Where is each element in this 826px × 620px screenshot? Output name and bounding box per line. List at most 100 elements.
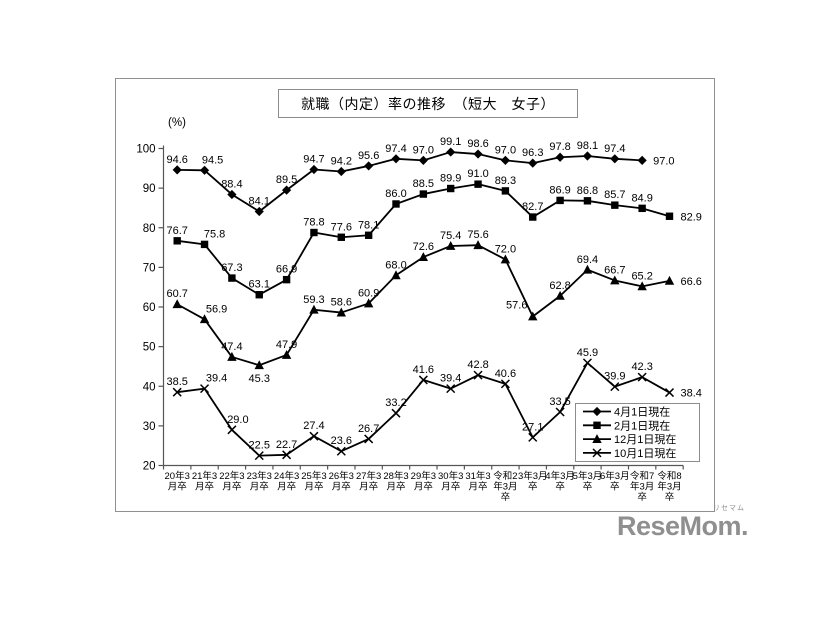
- data-point-triangle-icon: [418, 252, 429, 261]
- data-point-square-icon: [282, 275, 291, 284]
- x-category-label: 21年3 月卒: [192, 470, 217, 493]
- x-category-label: 25年3 月卒: [301, 470, 326, 493]
- data-point-x-icon: [227, 425, 237, 435]
- data-point-x-icon: [172, 387, 182, 397]
- x-category-label: 22年3 月卒: [219, 470, 244, 493]
- data-point-x-icon: [336, 446, 346, 456]
- data-point-label: 95.6: [358, 150, 379, 162]
- data-point-square-icon: [474, 180, 482, 188]
- data-point-square-icon: [310, 228, 318, 237]
- data-point-triangle-icon: [363, 298, 374, 308]
- data-point-label: 41.6: [413, 364, 434, 376]
- series-line-diamond: [177, 151, 643, 213]
- data-point-label: 97.0: [495, 144, 516, 156]
- data-point-diamond-icon: [364, 161, 374, 171]
- y-axis-tick-label: 90: [143, 183, 156, 195]
- data-point-triangle-icon: [336, 307, 346, 317]
- x-category-label: 4年3月卒: [545, 470, 575, 493]
- x-category-label: 5年3月卒: [573, 470, 603, 493]
- data-point-triangle-icon: [555, 290, 565, 300]
- data-point-diamond-icon: [282, 185, 292, 195]
- watermark-ruby-text: リセマム: [713, 505, 745, 512]
- data-point-label: 22.5: [249, 440, 270, 452]
- x-category-label: 24年3 月卒: [274, 470, 299, 493]
- data-point-triangle-icon: [227, 351, 237, 361]
- x-category-label: 3年3月卒: [518, 470, 548, 493]
- x-category-label: 23年3 月卒: [247, 470, 272, 493]
- x-category-label: 26年3 月卒: [329, 470, 354, 493]
- data-point-label: 75.8: [204, 228, 225, 240]
- data-point-x-icon: [610, 382, 620, 392]
- data-point-triangle-icon: [254, 360, 264, 370]
- data-point-x-icon: [473, 370, 483, 380]
- x-category-label: 30年3 月卒: [438, 470, 463, 493]
- data-point-diamond-icon: [418, 155, 428, 165]
- data-point-label: 94.7: [303, 154, 324, 166]
- data-point-label: 97.0: [653, 155, 674, 167]
- data-point-triangle-icon: [172, 299, 182, 309]
- data-point-square-icon: [337, 233, 345, 241]
- data-point-x-icon: [282, 450, 292, 460]
- data-point-diamond-icon: [172, 165, 182, 175]
- data-point-triangle-icon: [664, 275, 675, 285]
- data-point-x-icon: [500, 379, 510, 389]
- data-point-label: 78.1: [358, 219, 379, 231]
- data-point-label: 84.1: [249, 196, 270, 208]
- data-point-triangle-icon: [199, 314, 210, 324]
- data-point-label: 39.4: [206, 373, 227, 385]
- data-point-label: 86.0: [385, 188, 406, 200]
- data-point-label: 42.3: [631, 361, 652, 373]
- data-point-label: 68.0: [385, 259, 406, 271]
- data-point-diamond-icon: [582, 151, 593, 161]
- data-point-diamond-icon: [637, 155, 647, 165]
- legend-marker-x-icon: [592, 448, 602, 458]
- data-point-square-icon: [255, 291, 263, 299]
- watermark-logo-text: ReseMom.: [617, 511, 749, 541]
- x-category-label: 令和8 年3月卒: [657, 470, 681, 503]
- chart-title-box: 就職（内定）率の推移 （短大 女子）: [278, 89, 578, 118]
- data-point-diamond-icon: [500, 155, 510, 165]
- data-point-x-icon: [446, 384, 456, 394]
- data-point-label: 67.3: [221, 262, 242, 274]
- data-point-label: 66.6: [681, 276, 702, 288]
- y-axis-tick-label: 70: [143, 262, 156, 274]
- data-point-label: 40.6: [495, 368, 516, 380]
- data-point-label: 98.1: [577, 140, 598, 152]
- data-point-label: 38.5: [166, 376, 187, 388]
- data-point-label: 29.0: [227, 414, 248, 426]
- data-point-label: 94.6: [166, 154, 187, 166]
- data-point-triangle-icon: [528, 311, 538, 321]
- y-axis-tick-label: 80: [143, 223, 156, 235]
- data-point-x-icon: [664, 388, 675, 398]
- data-point-label: 47.4: [221, 341, 242, 353]
- data-point-label: 45.3: [249, 373, 270, 385]
- data-point-label: 75.4: [440, 230, 461, 242]
- y-axis-tick-label: 100: [136, 144, 155, 156]
- data-point-label: 86.9: [549, 184, 570, 196]
- data-point-triangle-icon: [610, 275, 620, 285]
- data-point-diamond-icon: [555, 152, 565, 162]
- data-point-label: 94.2: [331, 155, 352, 167]
- data-point-diamond-icon: [199, 165, 210, 175]
- data-point-square-icon: [447, 184, 455, 193]
- legend-label: 10月1日現在: [614, 447, 676, 460]
- data-point-label: 75.6: [467, 229, 488, 241]
- data-point-label: 88.4: [221, 178, 242, 190]
- y-axis-tick-label: 30: [143, 421, 156, 433]
- data-point-square-icon: [173, 237, 181, 245]
- data-point-label: 88.5: [413, 178, 434, 190]
- data-point-square-icon: [556, 196, 564, 205]
- data-point-label: 47.9: [276, 339, 297, 351]
- data-point-label: 27.1: [522, 421, 543, 433]
- data-point-square-icon: [501, 187, 510, 195]
- data-point-x-icon: [391, 408, 401, 418]
- data-point-x-icon: [582, 358, 592, 368]
- data-point-label: 62.8: [549, 280, 570, 292]
- data-point-label: 39.4: [440, 373, 461, 385]
- x-category-label: 29年3 月卒: [411, 470, 436, 493]
- legend-marker-triangle-icon: [592, 434, 602, 443]
- data-point-label: 58.6: [331, 297, 352, 309]
- data-point-diamond-icon: [309, 164, 319, 175]
- legend-marker-diamond-icon: [592, 406, 602, 417]
